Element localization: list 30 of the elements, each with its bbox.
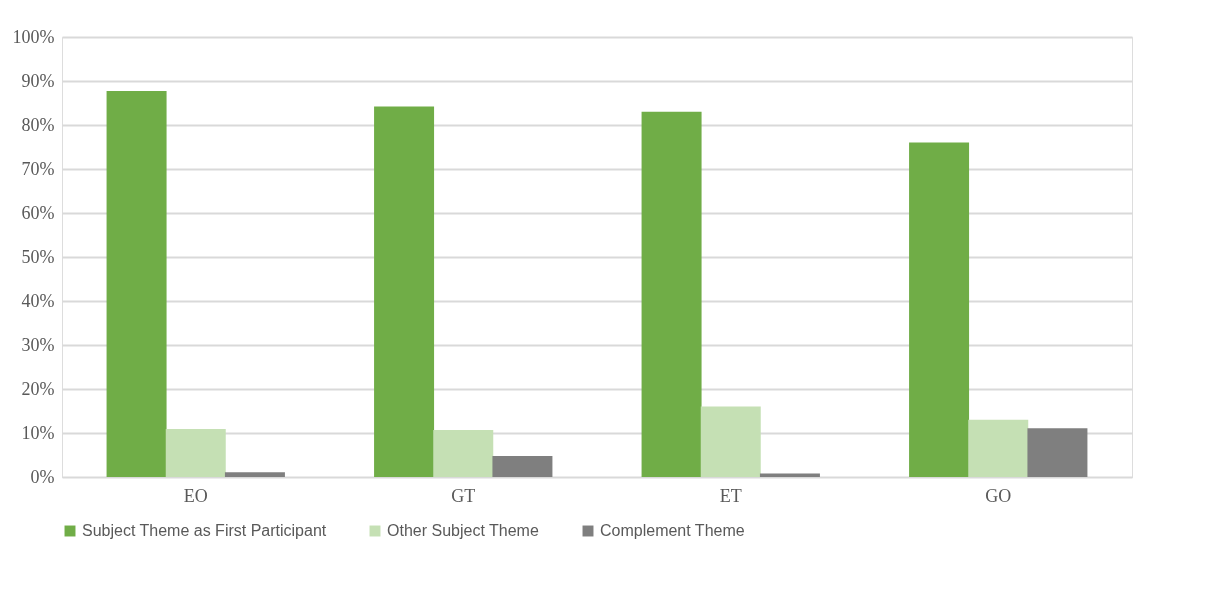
y-tick-label: 80%	[21, 114, 55, 135]
x-tick-label: GT	[451, 485, 476, 506]
y-tick-label: 0%	[30, 466, 55, 487]
bar	[968, 419, 1029, 477]
bar	[1027, 428, 1088, 477]
y-tick-label: 60%	[21, 202, 55, 223]
bar	[700, 406, 761, 477]
y-tick-label: 70%	[21, 158, 55, 179]
legend-label: Complement Theme	[600, 522, 745, 539]
y-tick-label: 40%	[21, 290, 55, 311]
bar	[224, 472, 285, 477]
x-tick-label: EO	[183, 485, 208, 506]
x-tick-label: GO	[985, 485, 1012, 506]
x-tick-label: ET	[719, 485, 742, 506]
bar	[106, 91, 167, 477]
bar	[492, 455, 553, 477]
y-tick-label: 90%	[21, 70, 55, 91]
y-tick-label: 30%	[21, 334, 55, 355]
legend-label: Subject Theme as First Participant	[82, 522, 327, 539]
bar	[641, 111, 702, 477]
bar	[165, 429, 226, 477]
legend-label: Other Subject Theme	[387, 522, 539, 539]
y-tick-label: 20%	[21, 378, 55, 399]
y-tick-label: 50%	[21, 246, 55, 267]
bar	[759, 473, 820, 477]
bar	[909, 142, 970, 477]
y-tick-label: 10%	[21, 422, 55, 443]
bar	[433, 429, 494, 477]
bar	[374, 106, 435, 477]
y-tick-label: 100%	[12, 26, 55, 47]
